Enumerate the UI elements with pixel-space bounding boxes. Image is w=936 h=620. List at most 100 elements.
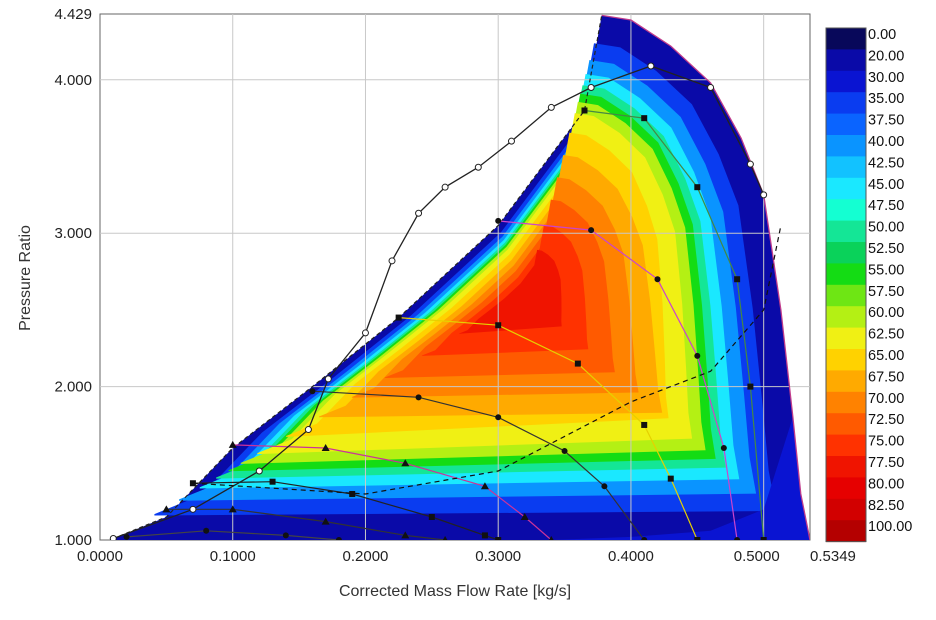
speed-line-point xyxy=(401,459,410,467)
colorbar-swatch xyxy=(826,370,866,393)
colorbar-swatch xyxy=(826,391,866,414)
speed-line-point xyxy=(395,314,402,321)
colorbar-label: 100.00 xyxy=(868,519,912,535)
colorbar-swatch xyxy=(826,28,866,50)
operating-point xyxy=(474,163,482,171)
colorbar-swatch xyxy=(826,177,866,200)
colorbar-swatch xyxy=(826,434,866,457)
speed-line xyxy=(584,109,765,540)
x-tick-label: 0.2000 xyxy=(343,548,389,565)
speed-line-point xyxy=(401,531,410,539)
speed-line-point xyxy=(694,352,701,359)
colorbar-label: 57.50 xyxy=(868,284,904,300)
speed-line-point xyxy=(747,383,754,390)
colorbar-label: 52.50 xyxy=(868,241,904,257)
speed-line-point xyxy=(760,537,767,540)
colorbar-swatch xyxy=(826,263,866,286)
colorbar-swatch xyxy=(826,349,866,371)
colorbar-label: 67.50 xyxy=(868,369,904,385)
colorbar-label: 82.50 xyxy=(868,498,904,514)
y-tick-label: 1.000 xyxy=(54,532,92,549)
speed-line-point xyxy=(588,227,595,234)
choke-region xyxy=(551,417,810,540)
axis-ticks: 0.0000 0.1000 0.2000 0.3000 0.4000 0.5000 0.53… xyxy=(54,6,855,565)
colorbar-swatch xyxy=(826,49,866,72)
operating-point xyxy=(507,137,515,145)
colorbar-swatch xyxy=(826,156,866,179)
speed-line-point xyxy=(520,512,529,520)
operating-point xyxy=(647,62,655,70)
colorbar-label: 45.00 xyxy=(868,177,904,193)
operating-point xyxy=(587,83,595,91)
speed-lines xyxy=(109,14,810,540)
colorbar-swatch xyxy=(826,498,866,521)
y-tick-label: 3.000 xyxy=(54,225,92,242)
dashed-threshold-line xyxy=(192,225,782,495)
operating-point xyxy=(441,183,449,191)
y-tick-label: 4.429 xyxy=(54,6,92,23)
colorbar-label: 70.00 xyxy=(868,391,904,407)
speed-line-point xyxy=(335,537,342,540)
colorbar-label: 50.00 xyxy=(868,220,904,236)
colorbar-swatch xyxy=(826,477,866,500)
speed-line xyxy=(232,444,552,540)
speed-line-point xyxy=(495,217,502,224)
colorbar-label: 40.00 xyxy=(868,134,904,150)
speed-line-point xyxy=(561,448,568,455)
speed-line-point xyxy=(720,444,727,451)
operating-point xyxy=(388,257,396,265)
speed-line-point xyxy=(574,360,581,367)
x-tick-label: 0.3000 xyxy=(475,548,521,565)
speed-line-point xyxy=(694,537,701,540)
colorbar-swatch xyxy=(826,135,866,157)
colorbar-label: 30.00 xyxy=(868,70,904,86)
speed-line-point xyxy=(495,322,502,329)
y-tick-label: 4.000 xyxy=(54,72,92,89)
speed-line-point xyxy=(349,490,356,497)
speed-line xyxy=(498,220,738,540)
speed-line-point xyxy=(641,537,648,540)
speed-line-point xyxy=(641,421,648,428)
speed-line-point xyxy=(428,513,435,520)
speed-line-point xyxy=(581,107,588,114)
colorbar-swatch xyxy=(826,113,866,136)
speed-line-point xyxy=(480,482,489,490)
speed-line xyxy=(398,317,698,540)
speed-line-point xyxy=(495,414,502,421)
speed-line-point xyxy=(734,276,741,283)
colorbar-swatch xyxy=(826,220,866,243)
speed-line-point xyxy=(321,443,330,451)
colorbar-label: 65.00 xyxy=(868,348,904,364)
speed-line-point xyxy=(321,517,330,525)
operating-point xyxy=(361,329,369,337)
y-tick-label: 2.000 xyxy=(54,379,92,396)
speed-line-point xyxy=(495,537,502,540)
colorbar-label: 77.50 xyxy=(868,455,904,471)
operating-point xyxy=(415,209,423,217)
colorbar-label: 42.50 xyxy=(868,155,904,171)
colorbar-swatch xyxy=(826,306,866,329)
operating-point xyxy=(109,534,117,540)
operating-point xyxy=(760,191,768,199)
colorbar-swatch xyxy=(826,456,866,478)
colorbar-frame xyxy=(825,27,867,543)
speed-line-point xyxy=(641,115,648,122)
speed-line xyxy=(312,390,645,540)
speed-line-point xyxy=(123,533,130,540)
x-tick-label: 0.4000 xyxy=(608,548,654,565)
colorbar-label: 62.50 xyxy=(868,327,904,343)
colorbar-swatch xyxy=(826,284,866,307)
operating-point xyxy=(189,505,197,513)
speed-line-point xyxy=(309,388,316,395)
speed-line-point xyxy=(442,536,448,540)
colorbar-label: 0.00 xyxy=(868,27,896,43)
colorbar-swatch xyxy=(826,413,866,436)
speed-line-point xyxy=(654,276,661,283)
operating-point xyxy=(304,426,312,434)
speed-line xyxy=(126,530,339,540)
speed-line-point xyxy=(415,394,422,401)
colorbar-label: 72.50 xyxy=(868,412,904,428)
speed-line-point xyxy=(203,527,210,534)
colorbar-label: 20.00 xyxy=(868,48,904,64)
